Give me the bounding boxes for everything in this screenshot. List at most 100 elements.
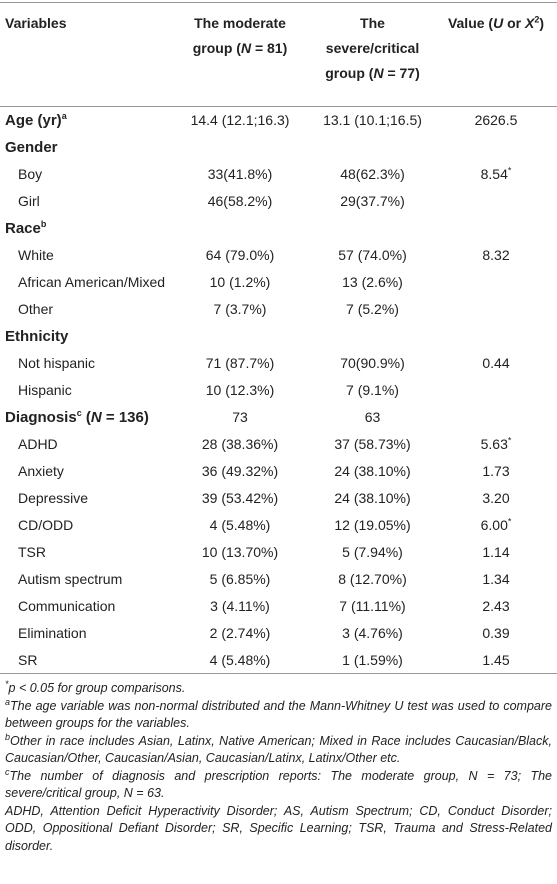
data-row: ADHD 28 (38.36%) 37 (58.73%) 5.63* [0,431,557,458]
cell: 29(37.7%) [340,193,405,209]
row-label: Communication [18,598,116,614]
row-label: Anxiety [18,463,64,479]
row-label: SR [18,651,38,668]
text-segment: 5.63 [480,436,508,452]
cell: 3.20 [482,490,510,506]
superscript: a [61,110,67,121]
section-row: Gender [0,134,557,161]
footnotes: *p < 0.05 for group comparisons. aThe age… [0,674,557,855]
text-segment: ) [539,15,545,31]
superscript: c [76,407,82,418]
footnote: *p < 0.05 for group comparisons. [5,678,552,698]
cell [435,269,557,296]
cell: 5 (6.85%) [209,571,271,587]
row-label: Hispanic [18,382,72,398]
text-segment: Race [5,219,41,237]
data-row: Hispanic 10 (12.3%) 7 (9.1%) [0,377,557,404]
row-label: Other [18,301,54,317]
data-row: Other 7 (3.7%) 7 (5.2%) [0,296,557,323]
column-header: The moderate group (N = 81) [170,3,310,107]
cell [310,215,435,242]
cell: 13 (2.6%) [342,274,403,290]
cell: 24 (38.10%) [334,490,411,506]
row-label: CD/ODD [18,517,74,533]
cell: 8 (12.70%) [338,571,407,587]
cell [310,134,435,161]
cell: 3 (4.11%) [210,598,270,614]
data-row: Elimination 2 (2.74%) 3 (4.76%) 0.39 [0,620,557,647]
cell: 1.45 [482,651,510,668]
footnote: ADHD, Attention Deficit Hyperactivity Di… [5,803,552,856]
cell [435,404,557,431]
cell: 1 (1.59%) [342,651,403,668]
data-row: Girl 46(58.2%) 29(37.7%) [0,188,557,215]
text-segment: Value ( [447,15,494,31]
data-row: Communication 3 (4.11%) 7 (11.11%) 2.43 [0,593,557,620]
column-header: Value (U or X2) [435,3,557,107]
cell: 33(41.8%) [207,166,273,182]
cell: 48(62.3%) [340,166,405,182]
row-label: ADHD [18,436,58,452]
table-body: Age (yr)a 14.4 (12.1;16.3) 13.1 (10.1;16.5… [0,107,557,674]
row-label: TSR [18,544,46,560]
cell: 57 (74.0%) [338,247,407,263]
cell: 7 (9.1%) [346,382,399,398]
superscript: b [5,731,11,742]
data-row: Boy 33(41.8%) 48(62.3%) 8.54* [0,161,557,188]
text-segment: Diagnosis [5,408,77,426]
cell: 73 [232,409,248,425]
data-row: Not hispanic 71 (87.7%) 70(90.9%) 0.44 [0,350,557,377]
footnote: cThe number of diagnosis and prescriptio… [5,766,552,803]
superscript: * [5,678,9,689]
section-row: Diagnosisc (N = 136) 73 63 [0,404,557,431]
text-segment: or [503,15,525,31]
cell [170,215,310,242]
text-segment: X [525,15,535,31]
text-segment: N [373,65,384,81]
section-row: Ethnicity [0,323,557,350]
row-label: Age (yr)a [0,107,170,134]
text-segment: The age variable was non-normal distribu… [5,698,552,731]
cell [170,323,310,350]
cell: 37 (58.73%) [334,436,411,452]
cell: 2.43 [482,598,510,614]
text-segment: The severe/critical group ( [325,15,420,81]
cell: 1.34 [482,571,510,587]
cell [435,215,557,242]
cell: 3 (4.76%) [342,625,403,641]
cell: 0.44 [482,355,510,371]
data-row: White 64 (79.0%) 57 (74.0%) 8.32 [0,242,557,269]
cell [435,134,557,161]
row-label: African American/Mixed [18,274,166,290]
text-segment: 6.00 [480,517,508,533]
cell: 70(90.9%) [340,355,405,371]
text-segment: = 81) [251,40,288,56]
text-segment: 8.54 [480,166,508,182]
cell [435,377,557,404]
cell: 4 (5.48%) [209,651,271,668]
cell: 71 (87.7%) [205,355,275,371]
cell: 36 (49.32%) [201,463,279,479]
text-segment: = 136) [101,408,149,426]
footnote: bOther in race includes Asian, Latinx, N… [5,731,552,768]
text-segment: p < 0.05 for group comparisons. [8,681,186,695]
text-segment: N [240,40,252,56]
text-segment: The moderate group ( [192,15,286,56]
cell [435,296,557,323]
cell: 7 (11.11%) [339,598,406,614]
cell: 7 (3.7%) [213,301,267,317]
cell: 8.54* [435,161,557,188]
cell: 0.39 [482,625,510,641]
column-header: Variables [5,15,67,31]
cell: 63 [364,409,381,425]
table-header: Variables The moderate group (N = 81) The … [0,2,557,107]
cell: 1.14 [482,544,510,560]
cell: 6.00* [435,512,557,539]
cell: 4 (5.48%) [209,517,271,533]
section-row: Age (yr)a 14.4 (12.1;16.3) 13.1 (10.1;16.5… [0,107,557,134]
superscript: c [5,766,10,777]
table-container: Variables The moderate group (N = 81) The … [0,2,557,855]
data-row: TSR 10 (13.70%) 5 (7.94%) 1.14 [0,539,557,566]
text-segment: N [90,408,102,426]
superscript: * [507,516,512,527]
